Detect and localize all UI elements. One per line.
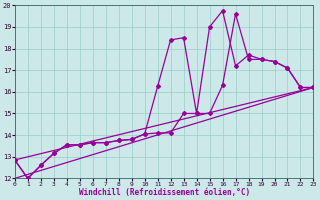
X-axis label: Windchill (Refroidissement éolien,°C): Windchill (Refroidissement éolien,°C) <box>78 188 250 197</box>
